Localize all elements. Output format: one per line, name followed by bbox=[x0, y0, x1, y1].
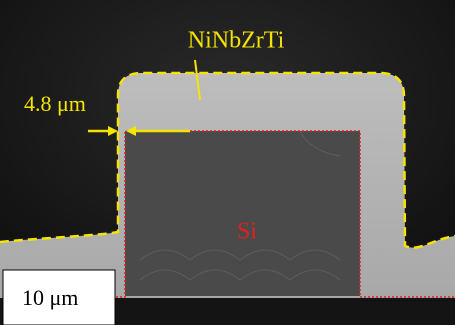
coating-label: NiNbZrTi bbox=[188, 28, 285, 54]
scale-bar-label: 10 μm bbox=[22, 285, 78, 310]
substrate-label: Si bbox=[237, 219, 257, 245]
micrograph: NiNbZrTi 4.8 μm Si 10 μm bbox=[0, 0, 455, 325]
thickness-label: 4.8 μm bbox=[24, 91, 86, 116]
